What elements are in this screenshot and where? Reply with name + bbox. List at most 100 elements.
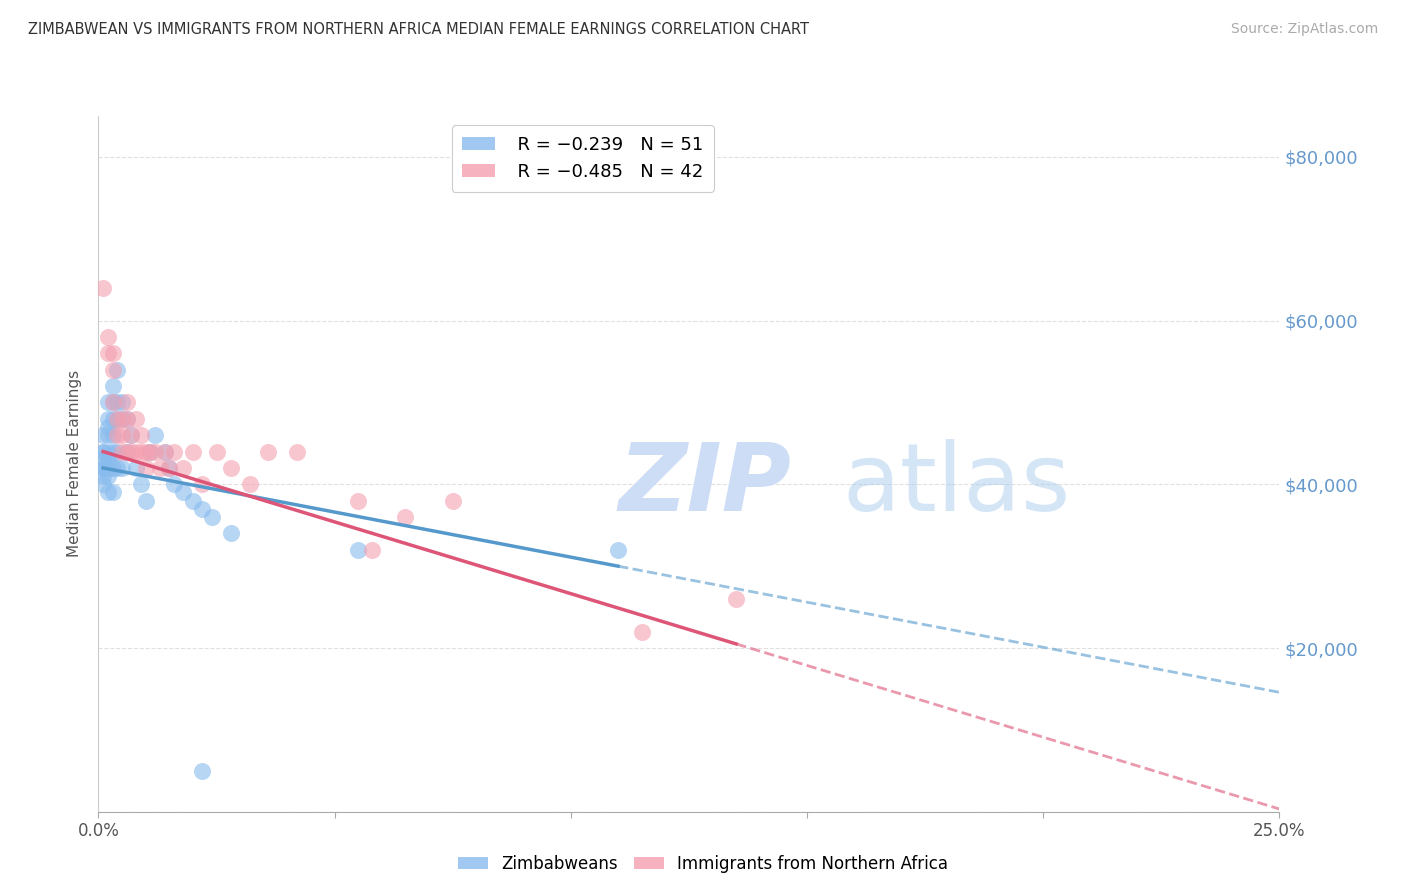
Point (205, 444, 228, 458)
Point (91, 444, 114, 458)
Legend:   R = −0.239   N = 51,   R = −0.485   N = 42: R = −0.239 N = 51, R = −0.485 N = 42 (451, 125, 714, 192)
Point (163, 477, 186, 491)
Point (191, 501, 214, 516)
Point (115, 444, 138, 458)
Point (111, 444, 134, 458)
Point (97, 346, 120, 360)
Point (101, 395, 124, 409)
Point (111, 428, 134, 442)
Point (101, 428, 124, 442)
Point (143, 444, 166, 458)
Point (607, 542, 630, 557)
Point (101, 395, 124, 409)
Point (347, 493, 370, 508)
Point (121, 444, 143, 458)
Point (105, 412, 128, 426)
Point (91, 428, 114, 442)
Point (111, 395, 134, 409)
Point (219, 461, 242, 475)
Point (91, 452, 114, 467)
Point (143, 428, 166, 442)
Text: atlas: atlas (842, 439, 1071, 531)
Point (163, 444, 186, 458)
Point (139, 444, 162, 458)
Point (285, 444, 308, 458)
Point (153, 444, 176, 458)
Point (191, 764, 214, 778)
Point (101, 362, 124, 376)
Point (97, 420, 120, 434)
Point (139, 444, 162, 458)
Point (97, 412, 120, 426)
Point (105, 461, 128, 475)
Point (91, 469, 114, 483)
Point (361, 542, 384, 557)
Point (97, 428, 120, 442)
Point (111, 412, 134, 426)
Point (111, 412, 134, 426)
Point (97, 461, 120, 475)
Point (135, 444, 157, 458)
Point (149, 461, 172, 475)
Point (191, 477, 214, 491)
Point (201, 510, 224, 524)
Point (97, 330, 120, 344)
Text: Source: ZipAtlas.com: Source: ZipAtlas.com (1230, 22, 1378, 37)
Point (441, 493, 464, 508)
Point (630, 624, 652, 639)
Point (105, 428, 128, 442)
Point (91, 477, 114, 491)
Point (135, 493, 157, 508)
Point (115, 395, 138, 409)
Point (101, 412, 124, 426)
Point (239, 477, 262, 491)
Point (157, 461, 180, 475)
Point (101, 461, 124, 475)
Point (115, 412, 138, 426)
Point (101, 379, 124, 393)
Legend: Zimbabweans, Immigrants from Northern Africa: Zimbabweans, Immigrants from Northern Af… (451, 848, 955, 880)
Point (101, 444, 124, 458)
Point (101, 485, 124, 500)
Point (97, 395, 120, 409)
Point (257, 444, 280, 458)
Point (129, 477, 152, 491)
Point (101, 346, 124, 360)
Point (121, 428, 143, 442)
Point (172, 485, 194, 500)
Point (111, 461, 134, 475)
Point (129, 444, 152, 458)
Point (91, 461, 114, 475)
Point (125, 461, 148, 475)
Point (97, 485, 120, 500)
Point (125, 444, 148, 458)
Point (219, 526, 242, 541)
Point (121, 428, 143, 442)
Point (91, 461, 114, 475)
Point (135, 461, 157, 475)
Point (115, 412, 138, 426)
Y-axis label: Median Female Earnings: Median Female Earnings (67, 370, 83, 558)
Text: ZIP: ZIP (619, 439, 792, 531)
Point (181, 493, 204, 508)
Point (347, 542, 370, 557)
Point (115, 444, 138, 458)
Point (172, 461, 194, 475)
Point (105, 395, 128, 409)
Point (394, 510, 416, 524)
Point (105, 412, 128, 426)
Point (105, 444, 128, 458)
Point (97, 452, 120, 467)
Point (105, 362, 128, 376)
Point (157, 461, 180, 475)
Point (97, 444, 120, 458)
Point (153, 444, 176, 458)
Point (97, 469, 120, 483)
Point (91, 444, 114, 458)
Point (725, 591, 748, 606)
Text: ZIMBABWEAN VS IMMIGRANTS FROM NORTHERN AFRICA MEDIAN FEMALE EARNINGS CORRELATION: ZIMBABWEAN VS IMMIGRANTS FROM NORTHERN A… (28, 22, 808, 37)
Point (181, 444, 204, 458)
Point (125, 412, 148, 426)
Point (129, 428, 152, 442)
Point (91, 281, 114, 295)
